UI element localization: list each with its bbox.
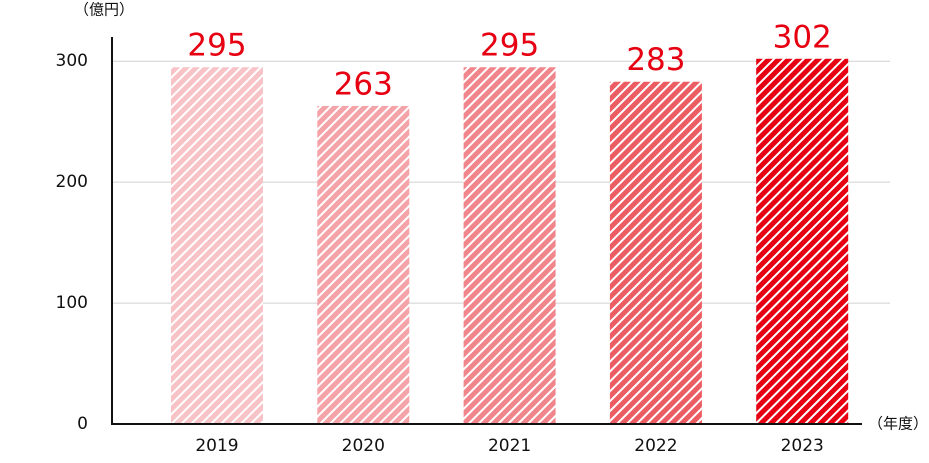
bar (317, 105, 410, 424)
bar (756, 58, 849, 425)
value-label: 302 (773, 19, 832, 55)
x-tick-label: 2019 (195, 436, 238, 456)
x-tick-label: 2023 (781, 436, 824, 456)
value-label: 263 (334, 66, 393, 102)
value-label: 295 (187, 28, 246, 64)
y-axis-label: （億円） (74, 1, 134, 19)
y-tick-label: 300 (56, 51, 88, 71)
x-tick-label: 2021 (488, 436, 531, 456)
y-tick-label: 0 (77, 414, 88, 434)
x-tick-label: 2022 (634, 436, 677, 456)
bar (463, 67, 556, 424)
value-label: 283 (626, 42, 685, 78)
y-tick-label: 200 (56, 172, 88, 192)
bar (171, 67, 263, 424)
bar (609, 81, 702, 424)
x-axis-label: （年度） (868, 415, 928, 433)
y-tick-label: 100 (56, 293, 88, 313)
value-label: 295 (480, 28, 539, 64)
x-tick-label: 2020 (342, 436, 385, 456)
